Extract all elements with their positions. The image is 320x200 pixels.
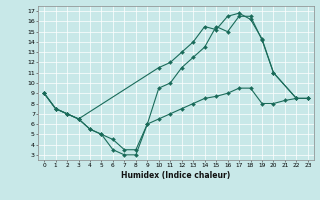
X-axis label: Humidex (Indice chaleur): Humidex (Indice chaleur): [121, 171, 231, 180]
